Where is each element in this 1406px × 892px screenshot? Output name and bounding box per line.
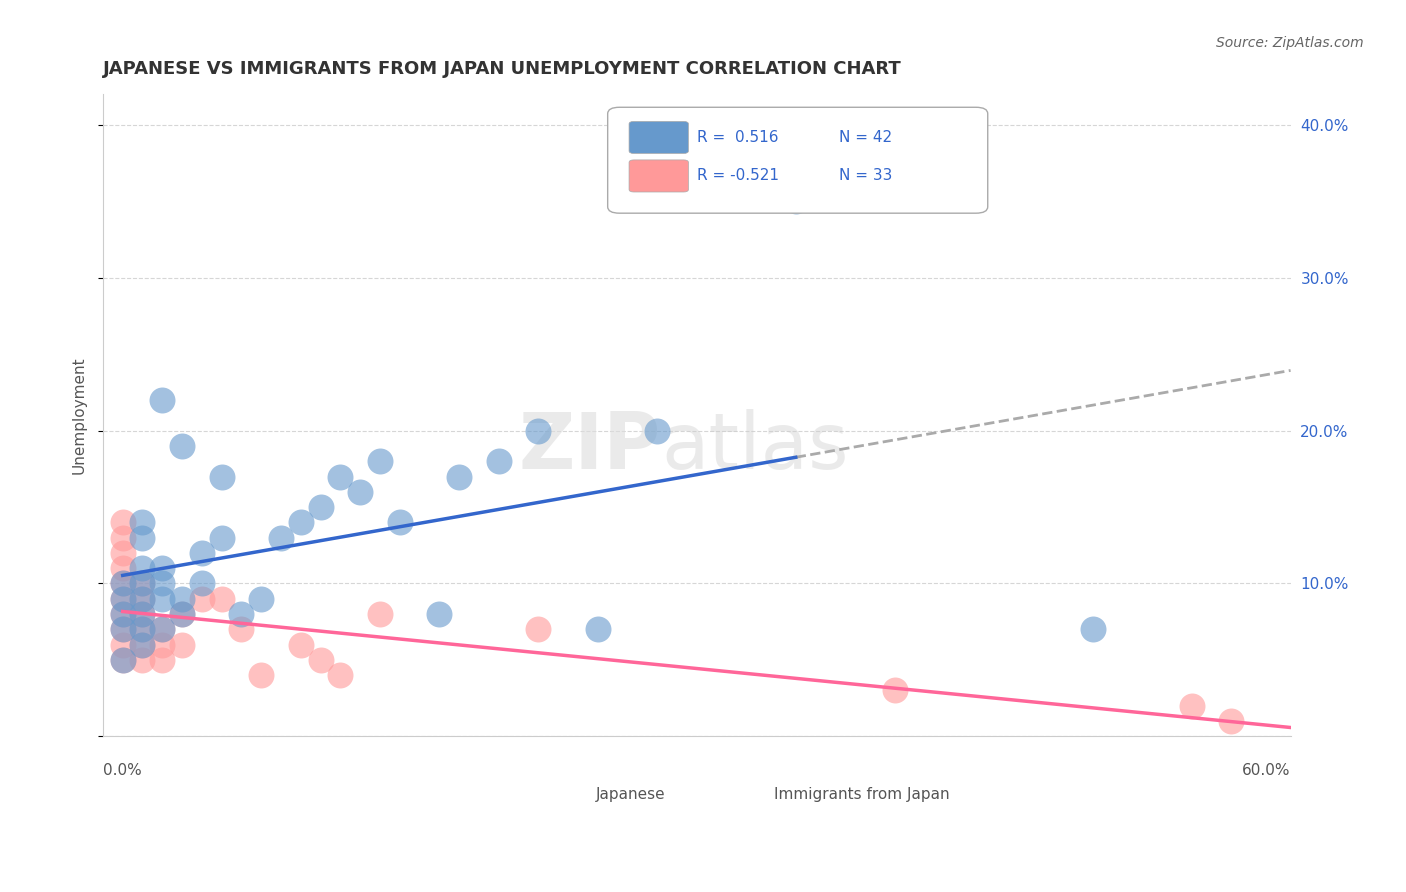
Point: [111, 623, 134, 637]
Point: [111, 576, 134, 591]
Y-axis label: Unemployment: Unemployment: [72, 357, 86, 475]
Point: [309, 500, 332, 514]
Point: [172, 439, 194, 453]
Text: Source: ZipAtlas.com: Source: ZipAtlas.com: [1216, 36, 1364, 50]
Point: [131, 623, 153, 637]
Point: [111, 653, 134, 667]
Point: [349, 484, 371, 499]
Point: [429, 607, 451, 621]
Text: Japanese: Japanese: [596, 787, 665, 802]
Text: Immigrants from Japan: Immigrants from Japan: [773, 787, 949, 802]
Point: [111, 638, 134, 652]
Point: [111, 591, 134, 606]
Point: [131, 576, 153, 591]
Point: [131, 607, 153, 621]
FancyBboxPatch shape: [538, 782, 591, 807]
Point: [131, 591, 153, 606]
Point: [883, 683, 905, 698]
Point: [329, 469, 352, 483]
Point: [131, 591, 153, 606]
Point: [131, 561, 153, 575]
Point: [527, 424, 550, 438]
Point: [488, 454, 510, 468]
Point: [111, 607, 134, 621]
Point: [586, 623, 609, 637]
Point: [131, 576, 153, 591]
Point: [111, 576, 134, 591]
FancyBboxPatch shape: [717, 782, 769, 807]
Point: [150, 561, 173, 575]
Point: [290, 516, 312, 530]
Point: [131, 607, 153, 621]
Point: [191, 576, 214, 591]
Point: [785, 194, 807, 209]
Point: [191, 591, 214, 606]
Point: [111, 623, 134, 637]
Point: [1220, 714, 1243, 728]
Point: [368, 607, 391, 621]
Point: [111, 607, 134, 621]
Point: [449, 469, 471, 483]
Point: [231, 623, 253, 637]
Point: [150, 591, 173, 606]
Point: [150, 623, 173, 637]
Point: [172, 591, 194, 606]
Text: R =  0.516: R = 0.516: [697, 130, 779, 145]
Point: [131, 516, 153, 530]
Point: [290, 638, 312, 652]
Point: [131, 638, 153, 652]
Text: R = -0.521: R = -0.521: [697, 169, 779, 184]
FancyBboxPatch shape: [607, 107, 988, 213]
Point: [131, 653, 153, 667]
Point: [150, 623, 173, 637]
Point: [527, 623, 550, 637]
Point: [111, 591, 134, 606]
Point: [388, 516, 411, 530]
Point: [150, 638, 173, 652]
Point: [211, 591, 233, 606]
Point: [131, 638, 153, 652]
Point: [191, 546, 214, 560]
Text: ZIP: ZIP: [519, 409, 661, 485]
Point: [150, 393, 173, 408]
Point: [111, 516, 134, 530]
Point: [1181, 698, 1204, 713]
Point: [329, 668, 352, 682]
Point: [131, 623, 153, 637]
Point: [1081, 623, 1104, 637]
Point: [250, 668, 273, 682]
Point: [368, 454, 391, 468]
Point: [172, 607, 194, 621]
Point: [172, 607, 194, 621]
Text: N = 33: N = 33: [839, 169, 893, 184]
Text: atlas: atlas: [661, 409, 849, 485]
Point: [172, 638, 194, 652]
Point: [150, 576, 173, 591]
Point: [131, 531, 153, 545]
Point: [111, 531, 134, 545]
Point: [250, 591, 273, 606]
Point: [150, 653, 173, 667]
Text: 60.0%: 60.0%: [1241, 763, 1291, 778]
Point: [309, 653, 332, 667]
FancyBboxPatch shape: [628, 121, 689, 153]
Point: [111, 653, 134, 667]
FancyBboxPatch shape: [628, 160, 689, 192]
Text: JAPANESE VS IMMIGRANTS FROM JAPAN UNEMPLOYMENT CORRELATION CHART: JAPANESE VS IMMIGRANTS FROM JAPAN UNEMPL…: [103, 60, 901, 78]
Text: N = 42: N = 42: [839, 130, 893, 145]
Point: [270, 531, 292, 545]
Point: [231, 607, 253, 621]
Point: [645, 424, 668, 438]
Point: [111, 546, 134, 560]
Point: [211, 531, 233, 545]
Point: [111, 561, 134, 575]
Text: 0.0%: 0.0%: [103, 763, 142, 778]
Point: [211, 469, 233, 483]
